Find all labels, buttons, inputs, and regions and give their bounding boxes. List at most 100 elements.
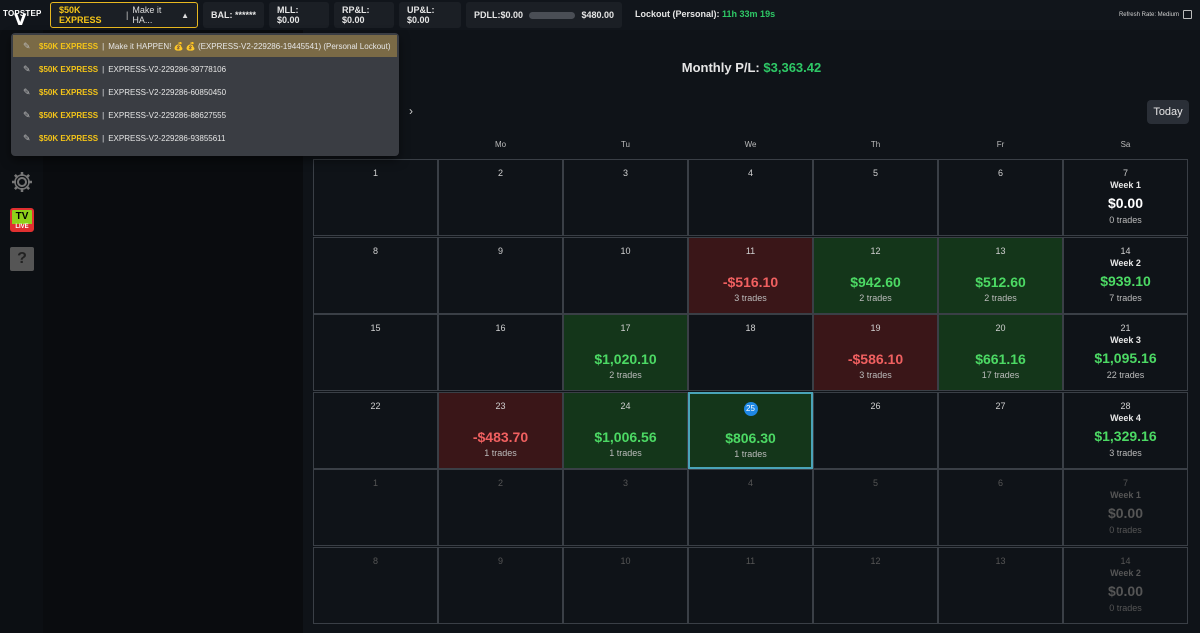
week-summary-cell[interactable]: 7 Week 1 $0.00 0 trades — [1063, 159, 1188, 236]
pencil-icon[interactable]: ✎ — [23, 40, 31, 51]
day-number: 14 — [1120, 245, 1131, 256]
account-type: $50K EXPRESS — [59, 5, 102, 25]
calendar-day-cell[interactable]: 2 — [438, 159, 563, 236]
next-month-arrow-icon[interactable]: › — [409, 104, 413, 118]
account-option[interactable]: ✎ $50K EXPRESS | EXPRESS-V2-229286-88627555 — [23, 109, 227, 120]
week-summary-cell[interactable]: 21 Week 3 $1,095.16 22 trades — [1063, 314, 1188, 391]
calendar-day-cell[interactable]: 6 — [938, 159, 1063, 236]
day-number: 10 — [620, 555, 631, 566]
account-select[interactable]: $50K EXPRESS | Make it HA... ▲ — [50, 2, 198, 28]
calendar-day-cell[interactable]: 11 -$516.10 3 trades — [688, 236, 813, 314]
account-option-type: $50K EXPRESS — [39, 87, 99, 97]
day-number: 11 — [745, 555, 756, 566]
rpl-stat: RP&L: $0.00 — [334, 2, 394, 28]
calendar-day-cell[interactable]: 12 — [813, 546, 938, 624]
help-icon[interactable]: ? — [10, 247, 34, 271]
calendar-day-cell[interactable]: 6 — [938, 469, 1063, 546]
week-label: Week 2 — [1110, 567, 1141, 578]
lockout-label: Lockout (Personal): — [635, 9, 720, 19]
calendar-day-cell[interactable]: 4 — [688, 469, 813, 546]
calendar-main: Monthly P/L: $3,363.42 › Today Mo Tu We … — [303, 30, 1200, 633]
day-number: 13 — [995, 555, 1006, 566]
refresh-rate[interactable]: Refresh Rate: Medium — [1119, 10, 1192, 19]
week-pl: $0.00 — [1107, 505, 1144, 521]
calendar-day-cell[interactable]: 4 — [688, 159, 813, 236]
today-button[interactable]: Today — [1147, 100, 1189, 124]
calendar-day-cell[interactable]: 2 — [438, 469, 563, 546]
calendar-day-cell[interactable]: 24 $1,006.56 1 trades — [563, 391, 688, 469]
calendar-day-cell[interactable]: 26 — [813, 391, 938, 469]
week-summary-cell[interactable]: 14 Week 2 $0.00 0 trades — [1063, 546, 1188, 624]
day-pl: $512.60 — [975, 273, 1026, 290]
day-number: 8 — [372, 555, 378, 566]
account-option[interactable]: ✎ $50K EXPRESS | EXPRESS-V2-229286-39778106 — [23, 63, 227, 74]
monthly-pl-value: $3,363.42 — [763, 60, 822, 75]
monthly-pl: Monthly P/L: $3,363.42 — [303, 60, 1200, 75]
day-number: 7 — [1122, 478, 1128, 488]
calendar-day-cell[interactable]: 27 — [938, 391, 1063, 469]
day-number: 3 — [622, 478, 628, 488]
account-option-name: EXPRESS-V2-229286-60850450 — [108, 87, 227, 97]
account-option[interactable]: ✎ $50K EXPRESS | EXPRESS-V2-229286-93855611 — [23, 132, 226, 143]
day-pl: $1,006.56 — [594, 428, 657, 445]
calendar-day-cell[interactable]: 1 — [313, 159, 438, 236]
calendar-day-cell[interactable]: 5 — [813, 159, 938, 236]
week-summary-cell[interactable]: 7 Week 1 $0.00 0 trades — [1063, 469, 1188, 546]
week-trades: 0 trades — [1109, 215, 1142, 225]
calendar-day-cell[interactable]: 8 — [313, 546, 438, 624]
day-trades: 1 trades — [734, 448, 767, 459]
fullscreen-icon[interactable] — [1183, 10, 1192, 19]
week-summary-cell[interactable]: 28 Week 4 $1,329.16 3 trades — [1063, 391, 1188, 469]
calendar-day-cell[interactable]: 3 — [563, 159, 688, 236]
pencil-icon[interactable]: ✎ — [23, 132, 31, 143]
calendar-day-cell[interactable]: 9 — [438, 236, 563, 314]
calendar-day-cell[interactable]: 5 — [813, 469, 938, 546]
topstep-logo[interactable]: TOPSTEP V — [3, 3, 43, 29]
day-number: 15 — [370, 323, 381, 333]
calendar-day-cell[interactable]: 13 $512.60 2 trades — [938, 236, 1063, 314]
week-summary-cell[interactable]: 14 Week 2 $939.10 7 trades — [1063, 236, 1188, 314]
account-option-type: $50K EXPRESS — [39, 41, 99, 51]
day-number: 13 — [995, 245, 1006, 256]
pencil-icon[interactable]: ✎ — [23, 63, 31, 74]
calendar-day-cell[interactable]: 23 -$483.70 1 trades — [438, 391, 563, 469]
weekday-header: Th — [870, 140, 881, 149]
day-number: 1 — [372, 168, 378, 178]
calendar-day-cell[interactable]: 3 — [563, 469, 688, 546]
account-option[interactable]: ✎ $50K EXPRESS | EXPRESS-V2-229286-60850450 — [23, 86, 227, 97]
pencil-icon[interactable]: ✎ — [23, 109, 31, 120]
calendar-day-cell[interactable]: 22 — [313, 391, 438, 469]
calendar-day-cell[interactable]: 16 — [438, 314, 563, 391]
calendar-day-cell[interactable]: 13 — [938, 546, 1063, 624]
live-label: LIVE — [12, 224, 32, 231]
day-pl: $661.16 — [975, 351, 1026, 367]
week-label: Week 4 — [1110, 412, 1141, 423]
day-number: 5 — [872, 168, 878, 178]
day-trades: 3 trades — [859, 370, 892, 380]
logo-mark: V — [14, 10, 27, 29]
calendar-day-cell[interactable]: 10 — [563, 546, 688, 624]
settings-gear-icon[interactable] — [10, 170, 34, 194]
week-pl: $1,095.16 — [1094, 350, 1157, 366]
calendar-day-cell[interactable]: 10 — [563, 236, 688, 314]
calendar-day-cell[interactable]: 20 $661.16 17 trades — [938, 314, 1063, 391]
calendar-day-cell[interactable]: 11 — [688, 546, 813, 624]
calendar-day-cell[interactable]: 17 $1,020.10 2 trades — [563, 314, 688, 391]
calendar-day-cell[interactable]: 18 — [688, 314, 813, 391]
tv-live-icon[interactable]: TV LIVE — [10, 208, 34, 232]
calendar-day-cell[interactable]: 15 — [313, 314, 438, 391]
calendar-day-cell[interactable]: 1 — [313, 469, 438, 546]
account-option-name: Make it HAPPEN! 💰 💰 (EXPRESS-V2-229286-1… — [108, 41, 391, 51]
calendar-day-cell[interactable]: 25 $806.30 1 trades — [688, 391, 813, 469]
pdll-max: $480.00 — [581, 10, 614, 20]
day-number: 7 — [1122, 168, 1128, 178]
week-trades: 3 trades — [1109, 447, 1142, 458]
calendar-day-cell[interactable]: 8 — [313, 236, 438, 314]
pencil-icon[interactable]: ✎ — [23, 86, 31, 97]
calendar-day-cell[interactable]: 9 — [438, 546, 563, 624]
day-number: 5 — [872, 478, 878, 488]
calendar-day-cell[interactable]: 19 -$586.10 3 trades — [813, 314, 938, 391]
account-option[interactable]: ✎ $50K EXPRESS | Make it HAPPEN! 💰 💰 (EXPRE… — [13, 35, 397, 57]
calendar-day-cell[interactable]: 12 $942.60 2 trades — [813, 236, 938, 314]
week-pl: $939.10 — [1100, 272, 1151, 289]
